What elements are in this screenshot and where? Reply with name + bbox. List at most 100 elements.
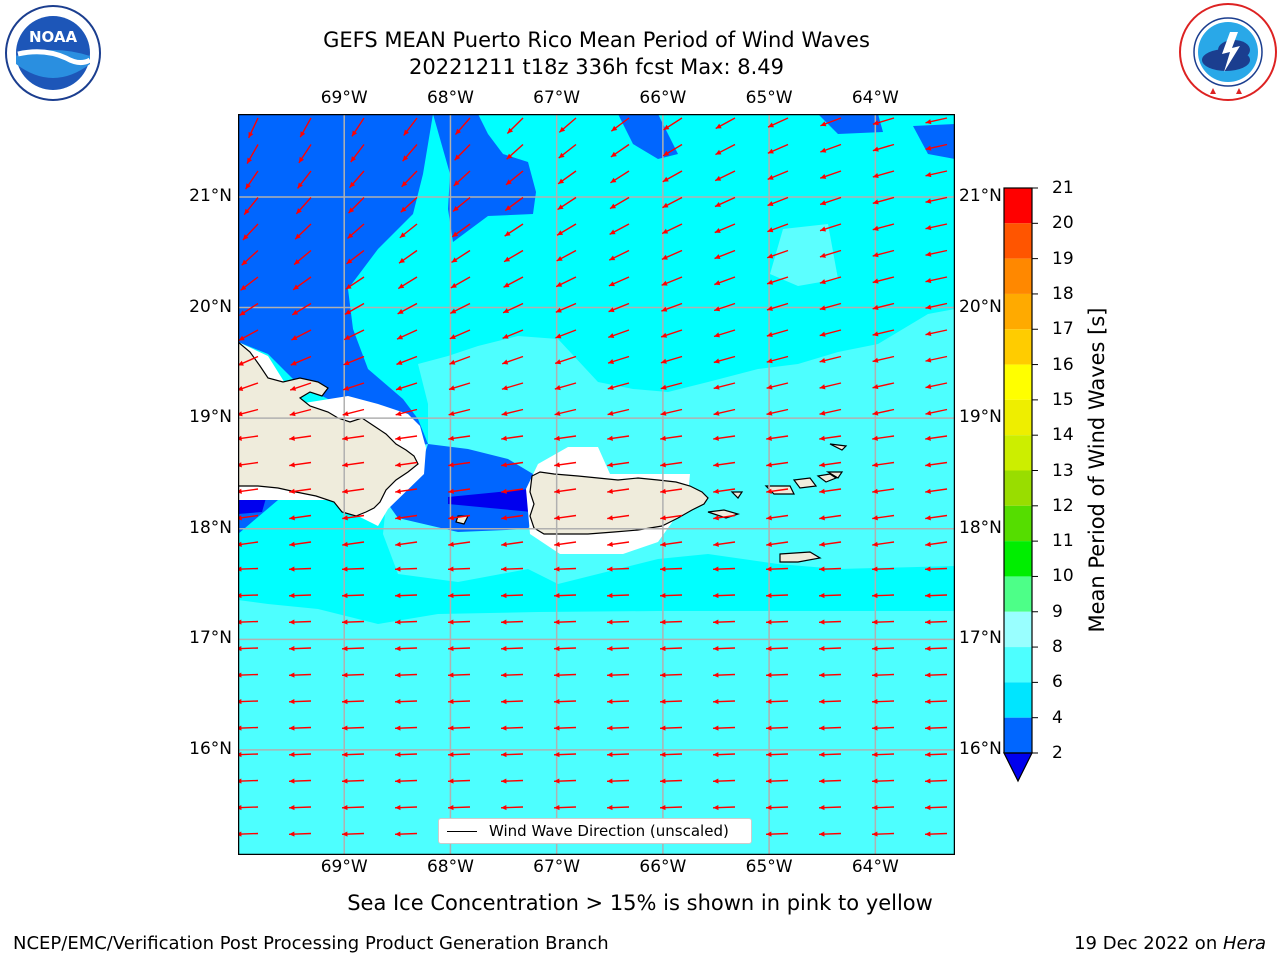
- wind-wave-arrow: [661, 276, 683, 286]
- wind-wave-arrow: [341, 592, 365, 599]
- wind-wave-arrow: [452, 196, 471, 212]
- colorbar-segment: [1004, 682, 1032, 718]
- wind-wave-arrow: [818, 619, 842, 625]
- wind-wave-arrow: [766, 408, 789, 416]
- wind-wave-arrow: [341, 645, 365, 652]
- lat-tick-right: 20°N: [959, 296, 1002, 317]
- wind-wave-arrow: [554, 382, 577, 391]
- lat-tick-left: 18°N: [189, 517, 232, 538]
- lat-tick-right: 19°N: [959, 407, 1002, 428]
- wind-wave-arrow: [454, 117, 471, 135]
- lat-tick-left: 20°N: [189, 296, 232, 317]
- wind-wave-arrow: [342, 514, 365, 521]
- wind-wave-arrow: [712, 804, 736, 811]
- wind-wave-arrow: [766, 382, 789, 390]
- wind-wave-arrow: [607, 408, 630, 416]
- wind-wave-arrow: [558, 117, 577, 133]
- wind-wave-arrow: [766, 435, 789, 441]
- wave-period-4-6-region: [238, 114, 955, 624]
- wind-wave-arrow: [238, 355, 259, 367]
- wind-wave-arrow: [712, 698, 736, 705]
- wind-wave-arrow: [500, 645, 524, 652]
- colorbar-level-label: 15: [1052, 389, 1074, 410]
- colorbar-level-label: 6: [1052, 672, 1063, 693]
- wind-wave-arrow: [402, 144, 418, 162]
- wind-wave-arrow: [500, 592, 524, 599]
- wind-wave-arrow: [288, 645, 312, 652]
- wind-wave-arrow: [925, 329, 948, 337]
- wind-wave-arrow: [606, 804, 630, 811]
- wind-wave-arrow: [925, 249, 948, 257]
- wind-wave-arrow: [554, 514, 577, 521]
- wind-wave-arrow: [714, 249, 736, 260]
- wind-wave-arrow: [606, 778, 630, 784]
- wind-wave-arrow: [659, 592, 683, 599]
- wind-wave-arrow: [872, 329, 895, 337]
- wind-wave-arrow: [394, 831, 418, 837]
- wind-wave-arrow: [554, 408, 577, 416]
- wind-wave-arrow: [298, 144, 312, 164]
- nws-logo: [1178, 2, 1278, 102]
- wind-wave-arrow: [345, 276, 365, 290]
- wind-wave-arrow: [554, 488, 577, 494]
- wind-wave-arrow: [502, 302, 524, 314]
- wind-wave-arrow: [872, 249, 895, 258]
- wind-wave-arrow: [449, 355, 471, 365]
- wind-wave-arrow: [819, 408, 842, 416]
- wind-wave-arrow: [400, 196, 418, 213]
- map-plot-area: [238, 114, 955, 855]
- wind-wave-arrow: [712, 725, 736, 731]
- wind-wave-arrow: [500, 725, 524, 731]
- wind-wave-arrow: [242, 223, 259, 241]
- wind-wave-arrow: [447, 645, 471, 652]
- wind-wave-arrow: [660, 514, 683, 521]
- wind-wave-arrow: [342, 435, 365, 441]
- wind-wave-arrow: [924, 725, 948, 731]
- wind-wave-arrow: [394, 672, 418, 678]
- colorbar-level-label: 4: [1052, 707, 1063, 728]
- wind-wave-arrow: [660, 382, 683, 390]
- wind-wave-arrow: [395, 461, 418, 468]
- sea-ice-note: Sea Ice Concentration > 15% is shown in …: [347, 891, 933, 915]
- wind-wave-arrow: [608, 329, 630, 339]
- wind-wave-arrow: [925, 276, 948, 284]
- wind-wave-arrow: [395, 514, 418, 521]
- wind-wave-arrow: [819, 196, 842, 206]
- wind-wave-arrow: [607, 514, 630, 521]
- colorbar-under-extension: [1003, 752, 1033, 783]
- wind-wave-arrow: [288, 619, 312, 625]
- colorbar-level-label: 18: [1052, 283, 1074, 304]
- land-hispaniola: [238, 341, 419, 517]
- wind-wave-arrow: [871, 619, 895, 625]
- wind-wave-arrow: [871, 672, 895, 678]
- wind-wave-arrow: [394, 566, 418, 572]
- wind-wave-arrow: [500, 619, 524, 625]
- wind-wave-arrow: [448, 435, 471, 441]
- wind-wave-arrow: [289, 488, 312, 494]
- lon-tick-bottom: 67°W: [533, 857, 581, 877]
- wind-wave-arrow: [712, 592, 736, 599]
- wind-wave-arrow: [607, 461, 630, 468]
- colorbar-level-label: 11: [1052, 531, 1074, 552]
- wind-wave-arrow: [291, 302, 312, 316]
- lat-tick-right: 16°N: [959, 738, 1002, 759]
- wind-wave-arrow: [925, 408, 948, 416]
- wind-wave-arrow: [925, 117, 948, 125]
- wind-wave-arrow: [872, 408, 895, 416]
- wind-wave-arrow: [243, 197, 259, 216]
- wind-wave-arrow: [247, 117, 259, 139]
- wind-wave-arrow: [447, 672, 471, 678]
- wind-wave-arrow: [454, 144, 471, 161]
- lon-tick-top: 66°W: [639, 88, 687, 108]
- wind-wave-arrow: [765, 619, 789, 625]
- wind-wave-arrow: [289, 435, 312, 441]
- colorbar-title: Mean Period of Wind Waves [s]: [1085, 307, 1109, 633]
- wind-wave-arrow: [818, 831, 842, 837]
- wind-wave-arrow: [661, 223, 683, 235]
- wind-wave-arrow: [872, 435, 895, 441]
- wind-wave-arrow: [395, 541, 418, 547]
- noaa-logo: NOAA: [4, 4, 102, 102]
- wind-wave-arrow: [397, 302, 418, 315]
- wind-wave-arrow: [557, 196, 577, 211]
- colorbar-segment: [1004, 576, 1032, 612]
